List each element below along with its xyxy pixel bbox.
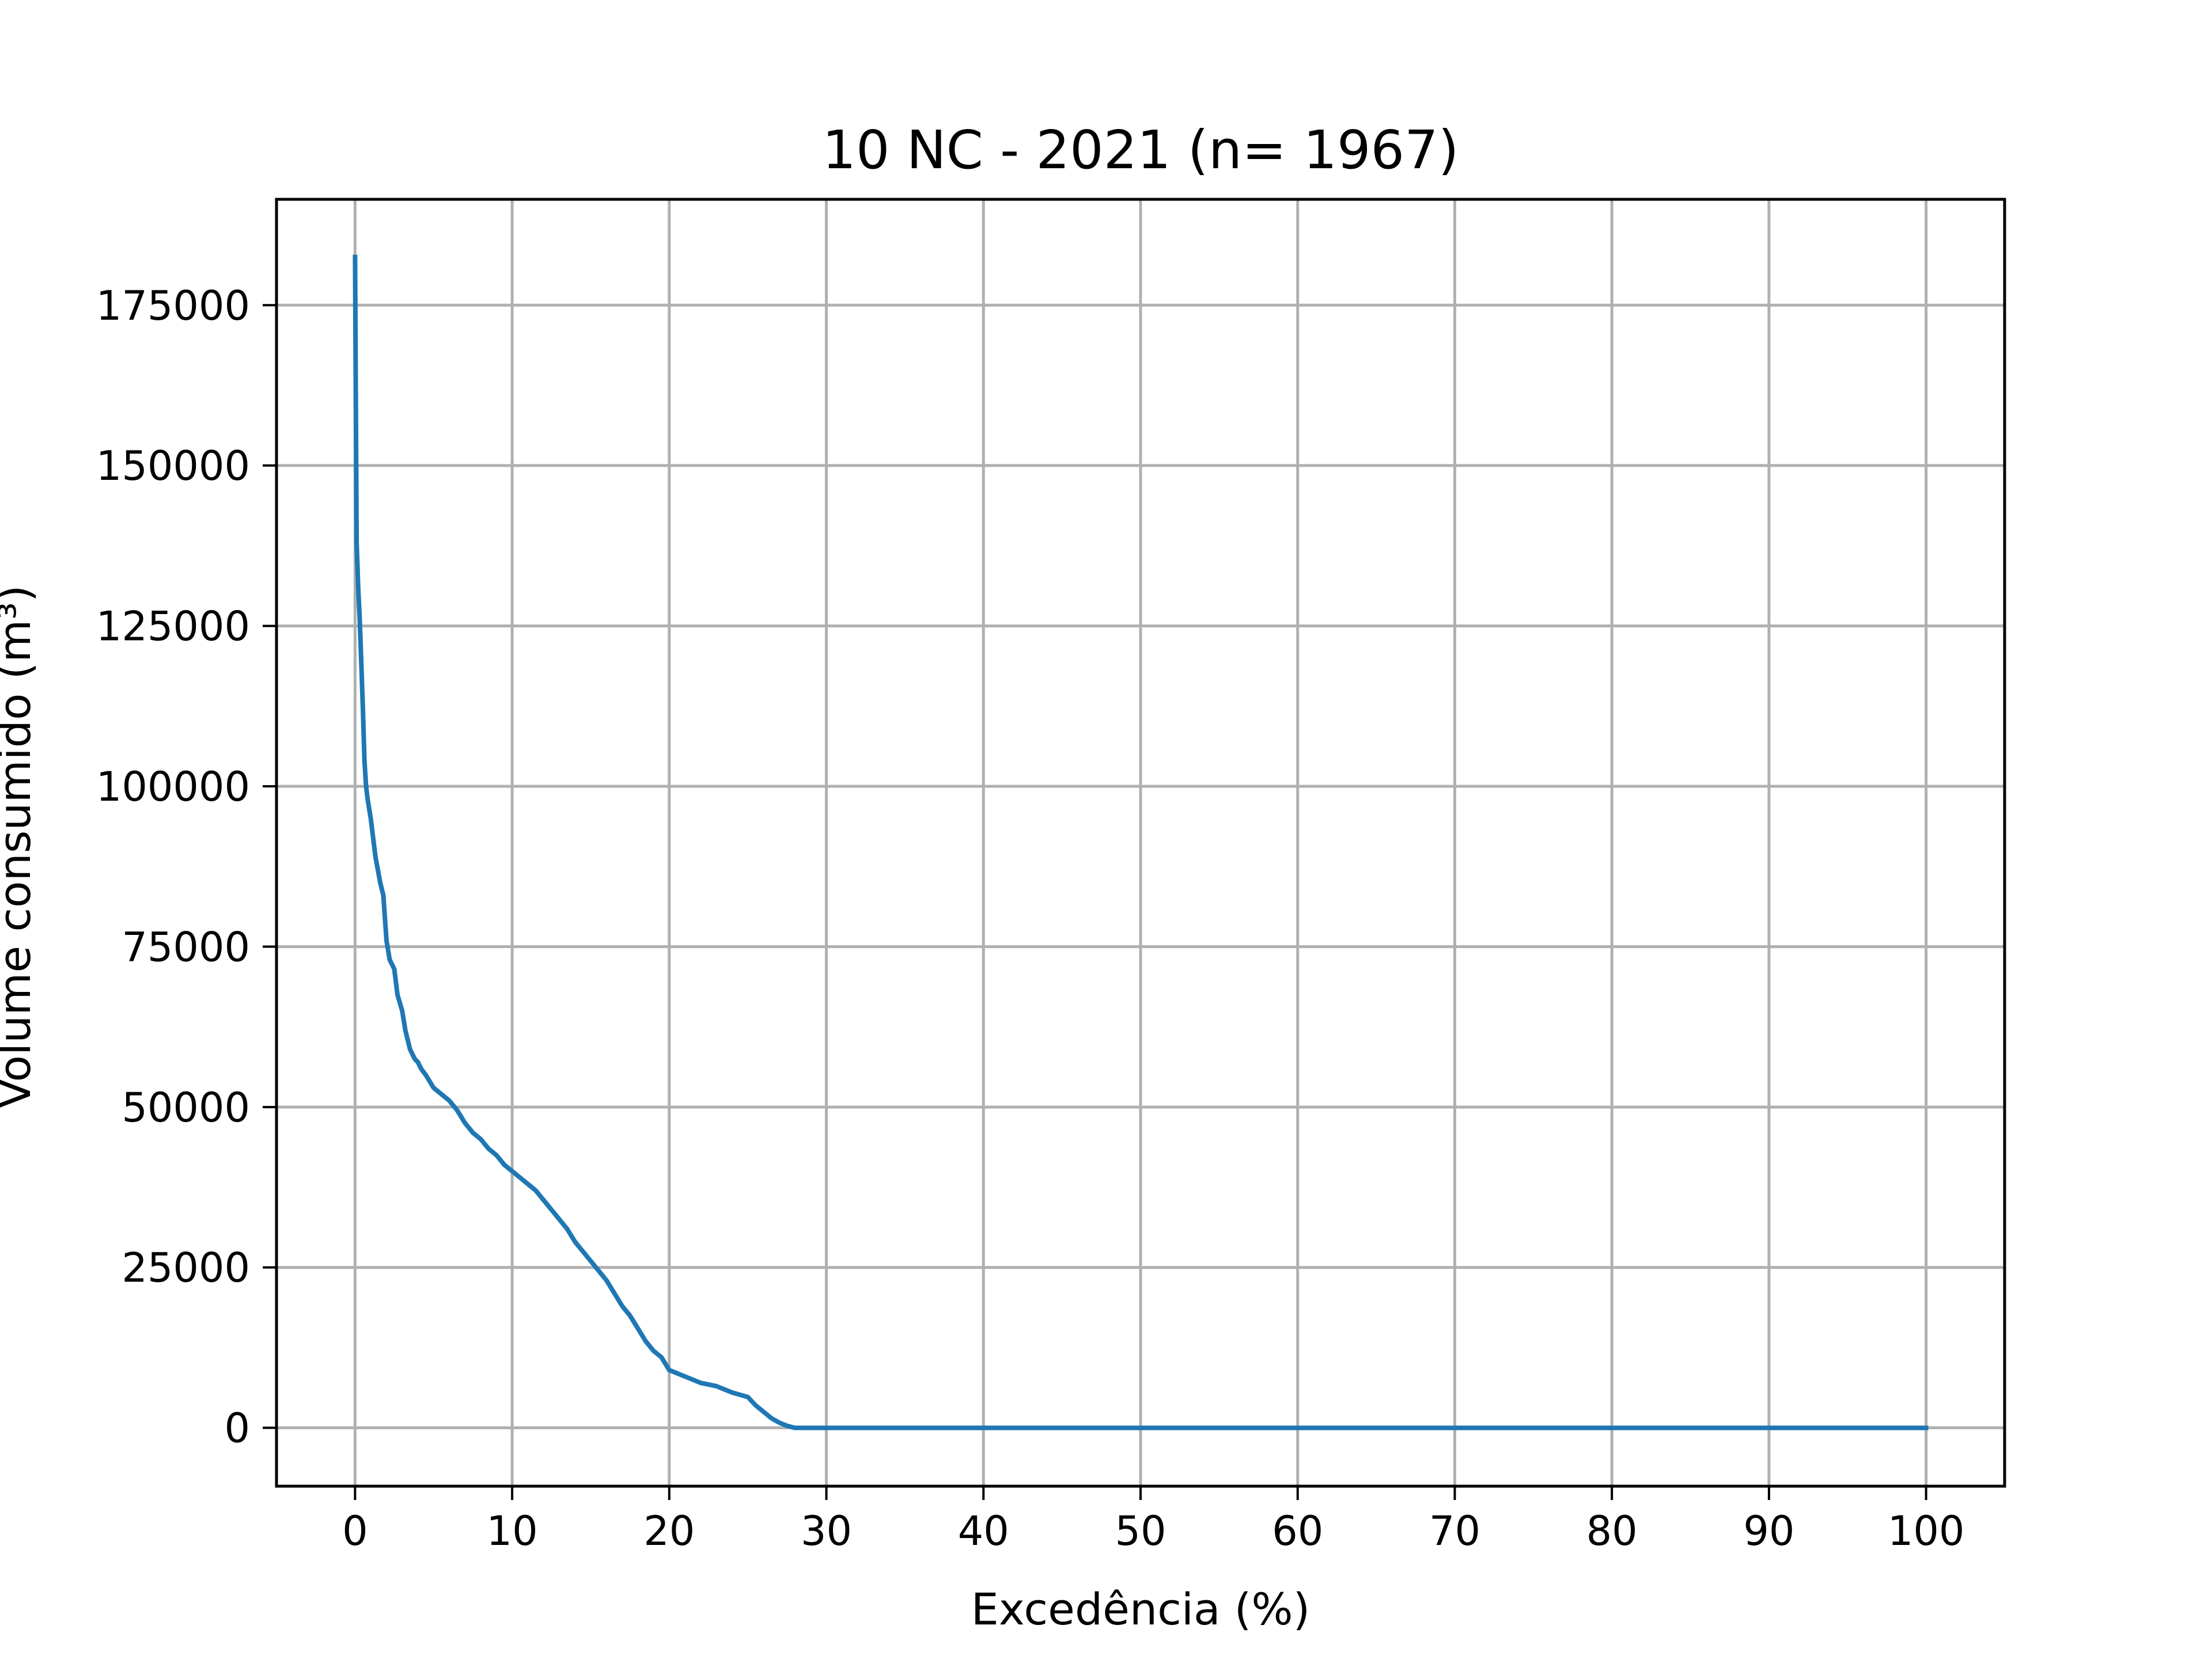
y-tick-label: 0 <box>224 1405 250 1452</box>
x-tick-label: 40 <box>958 1508 1009 1555</box>
x-tick-label: 10 <box>487 1508 538 1555</box>
grid <box>276 199 2005 1486</box>
x-tick-label: 100 <box>1888 1508 1965 1555</box>
y-tick-label: 50000 <box>122 1084 250 1131</box>
x-tick-label: 60 <box>1272 1508 1323 1555</box>
ticks: 0 10 20 30 40 50 60 70 80 90 100 0 25000 50000 75000 10… <box>96 282 1965 1555</box>
x-tick-label: 50 <box>1115 1508 1166 1555</box>
x-axis-label: Excedência (%) <box>971 1584 1310 1635</box>
y-axis-label: Volume consumido (m³) <box>0 585 40 1109</box>
y-tick-label: 100000 <box>96 763 250 810</box>
chart-title: 10 NC - 2021 (n= 1967) <box>823 119 1459 181</box>
y-tick-label: 125000 <box>96 603 250 650</box>
x-tick-label: 0 <box>342 1508 368 1555</box>
x-tick-label: 70 <box>1429 1508 1480 1555</box>
x-tick-label: 90 <box>1743 1508 1794 1555</box>
series-line <box>353 255 1929 1430</box>
series-line-group <box>353 255 1929 1430</box>
y-tick-label: 150000 <box>96 442 250 490</box>
x-tick-label: 20 <box>643 1508 695 1555</box>
x-tick-label: 30 <box>801 1508 852 1555</box>
y-tick-label: 25000 <box>122 1244 250 1291</box>
y-tick-label: 75000 <box>122 923 250 971</box>
y-tick-label: 175000 <box>96 282 250 329</box>
x-tick-label: 80 <box>1586 1508 1638 1555</box>
